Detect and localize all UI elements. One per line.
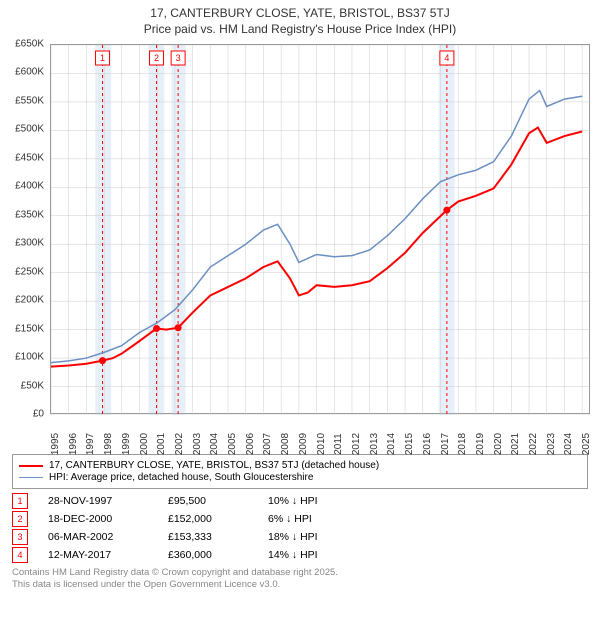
x-tick-label: 2015: [404, 433, 415, 455]
y-tick-label: £50K: [21, 380, 44, 391]
x-tick-label: 2025: [581, 433, 592, 455]
x-tick-label: 2006: [245, 433, 256, 455]
sales-table: 1 28-NOV-1997 £95,500 10% ↓ HPI 2 18-DEC-2000…: [12, 493, 588, 563]
y-tick-label: £300K: [15, 238, 44, 249]
sale-marker: 1: [12, 493, 28, 509]
x-tick-label: 2013: [369, 433, 380, 455]
legend-swatch: [19, 465, 43, 467]
x-tick-label: 2014: [386, 433, 397, 455]
x-tick-label: 2000: [139, 433, 150, 455]
sale-price: £360,000: [168, 549, 248, 561]
y-tick-label: £450K: [15, 152, 44, 163]
x-tick-label: 2009: [298, 433, 309, 455]
sale-row: 3 06-MAR-2002 £153,333 18% ↓ HPI: [12, 529, 588, 545]
y-tick-label: £250K: [15, 266, 44, 277]
sale-diff: 14% ↓ HPI: [268, 549, 358, 561]
plot-area: 1 2 3 4: [50, 44, 590, 414]
x-tick-label: 1995: [50, 433, 61, 455]
svg-text:3: 3: [176, 53, 181, 63]
y-tick-label: £550K: [15, 95, 44, 106]
x-tick-label: 2004: [209, 433, 220, 455]
sale-row: 1 28-NOV-1997 £95,500 10% ↓ HPI: [12, 493, 588, 509]
y-tick-label: £200K: [15, 295, 44, 306]
x-tick-label: 1996: [68, 433, 79, 455]
x-tick-label: 2002: [174, 433, 185, 455]
x-axis-labels: 1995199619971998199920002001200220032004…: [50, 414, 590, 446]
y-tick-label: £600K: [15, 67, 44, 78]
sale-diff: 6% ↓ HPI: [268, 513, 358, 525]
x-tick-label: 2011: [333, 433, 344, 455]
x-tick-label: 2022: [528, 433, 539, 455]
y-tick-label: £650K: [15, 39, 44, 50]
footer-attribution: Contains HM Land Registry data © Crown c…: [12, 567, 588, 592]
sale-date: 06-MAR-2002: [48, 531, 148, 543]
y-tick-label: £100K: [15, 352, 44, 363]
legend-item: HPI: Average price, detached house, Sout…: [19, 472, 581, 483]
svg-text:2: 2: [154, 53, 159, 63]
x-tick-label: 2003: [192, 433, 203, 455]
x-tick-label: 2008: [280, 433, 291, 455]
legend-item: 17, CANTERBURY CLOSE, YATE, BRISTOL, BS3…: [19, 460, 581, 471]
y-tick-label: £0: [33, 409, 44, 420]
y-tick-label: £150K: [15, 323, 44, 334]
sale-date: 28-NOV-1997: [48, 495, 148, 507]
x-tick-label: 2001: [156, 433, 167, 455]
footer-line-2: This data is licensed under the Open Gov…: [12, 579, 588, 591]
x-tick-label: 2010: [316, 433, 327, 455]
x-tick-label: 2005: [227, 433, 238, 455]
x-tick-label: 2024: [563, 433, 574, 455]
sale-price: £153,333: [168, 531, 248, 543]
y-axis-labels: £0£50K£100K£150K£200K£250K£300K£350K£400…: [0, 44, 48, 414]
legend-label: HPI: Average price, detached house, Sout…: [49, 472, 313, 483]
y-tick-label: £350K: [15, 209, 44, 220]
x-tick-label: 1999: [121, 433, 132, 455]
chart-container: 17, CANTERBURY CLOSE, YATE, BRISTOL, BS3…: [0, 0, 600, 592]
sale-price: £95,500: [168, 495, 248, 507]
x-tick-label: 1998: [103, 433, 114, 455]
sale-row: 2 18-DEC-2000 £152,000 6% ↓ HPI: [12, 511, 588, 527]
sale-diff: 10% ↓ HPI: [268, 495, 358, 507]
x-tick-label: 2016: [422, 433, 433, 455]
sale-date: 18-DEC-2000: [48, 513, 148, 525]
legend-swatch: [19, 477, 43, 479]
x-tick-label: 2012: [351, 433, 362, 455]
sale-row: 4 12-MAY-2017 £360,000 14% ↓ HPI: [12, 547, 588, 563]
x-tick-label: 2018: [457, 433, 468, 455]
y-tick-label: £500K: [15, 124, 44, 135]
sale-date: 12-MAY-2017: [48, 549, 148, 561]
footer-line-1: Contains HM Land Registry data © Crown c…: [12, 567, 588, 579]
title-subtitle: Price paid vs. HM Land Registry's House …: [0, 22, 600, 36]
x-tick-label: 2023: [546, 433, 557, 455]
svg-text:4: 4: [444, 53, 449, 63]
chart-svg: 1 2 3 4: [51, 45, 591, 415]
x-tick-label: 2019: [475, 433, 486, 455]
legend-label: 17, CANTERBURY CLOSE, YATE, BRISTOL, BS3…: [49, 460, 379, 471]
chart-titles: 17, CANTERBURY CLOSE, YATE, BRISTOL, BS3…: [0, 0, 600, 36]
x-tick-label: 2021: [510, 433, 521, 455]
svg-text:1: 1: [100, 53, 105, 63]
sale-marker: 4: [12, 547, 28, 563]
title-address: 17, CANTERBURY CLOSE, YATE, BRISTOL, BS3…: [0, 6, 600, 20]
sale-marker: 3: [12, 529, 28, 545]
x-tick-label: 2017: [440, 433, 451, 455]
x-tick-label: 2020: [493, 433, 504, 455]
sale-diff: 18% ↓ HPI: [268, 531, 358, 543]
sale-marker: 2: [12, 511, 28, 527]
y-tick-label: £400K: [15, 181, 44, 192]
x-tick-label: 2007: [262, 433, 273, 455]
legend: 17, CANTERBURY CLOSE, YATE, BRISTOL, BS3…: [12, 454, 588, 489]
sale-price: £152,000: [168, 513, 248, 525]
x-tick-label: 1997: [85, 433, 96, 455]
